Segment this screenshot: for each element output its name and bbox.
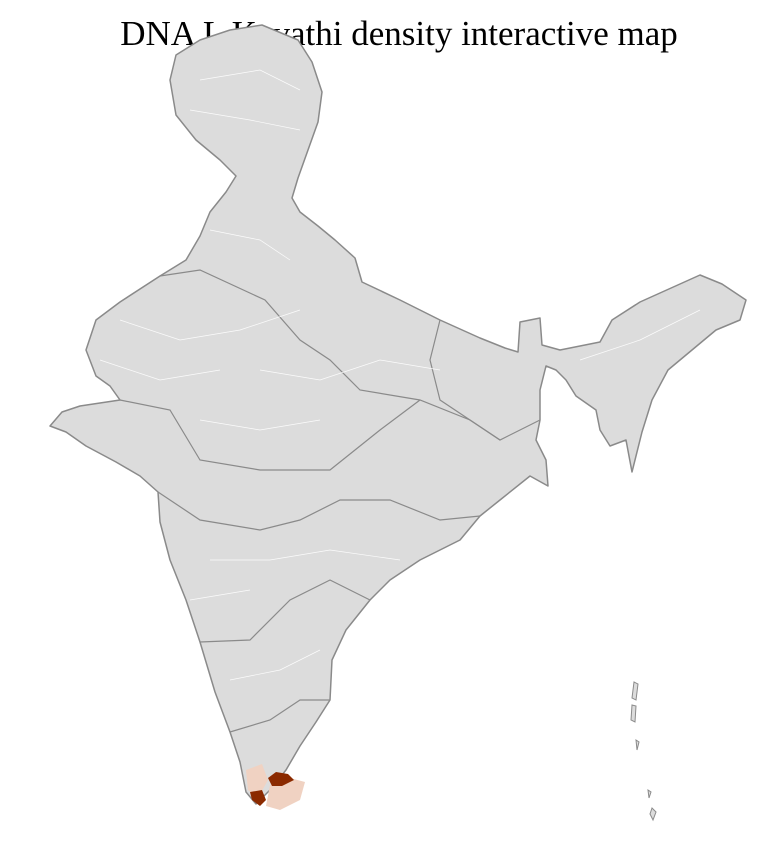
- andaman-nicobar-islands[interactable]: [630, 681, 657, 822]
- district-high-density[interactable]: [250, 790, 266, 806]
- state-borders: [119, 269, 541, 733]
- district-low-density[interactable]: [248, 772, 260, 784]
- india-outline[interactable]: [49, 24, 747, 805]
- district-high-density[interactable]: [268, 772, 294, 786]
- district-borders: [99, 69, 701, 681]
- density-districts[interactable]: [246, 764, 305, 810]
